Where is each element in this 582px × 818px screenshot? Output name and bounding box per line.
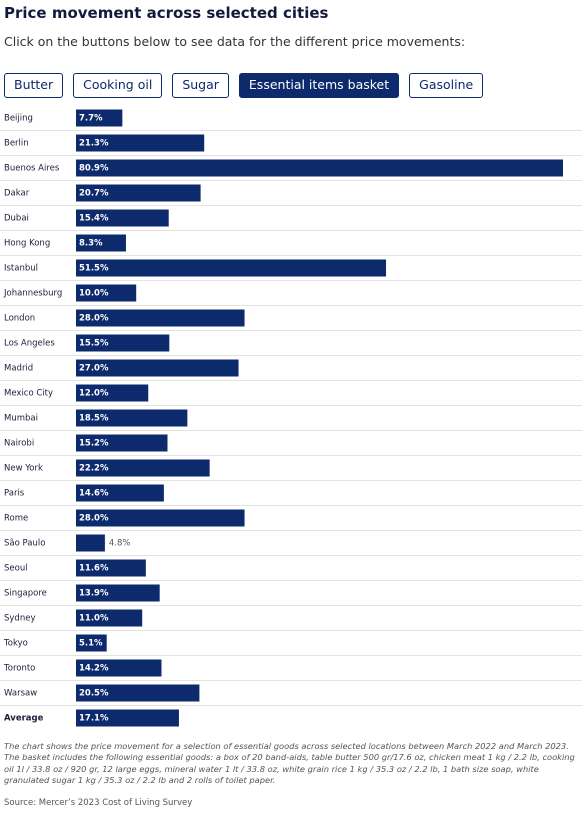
bar bbox=[76, 684, 200, 702]
value-label: 80.9% bbox=[79, 164, 109, 174]
bar bbox=[76, 534, 105, 552]
bar bbox=[76, 634, 107, 652]
value-label: 14.6% bbox=[79, 489, 109, 499]
category-label: Los Angeles bbox=[4, 339, 55, 349]
bar bbox=[76, 159, 563, 177]
chart: Beijing 7.7% Berlin 21.3% Buenos Aires 80.9% D… bbox=[0, 109, 582, 727]
value-label: 10.0% bbox=[79, 289, 109, 299]
bar bbox=[76, 659, 162, 677]
category-label: Istanbul bbox=[4, 264, 38, 274]
bar bbox=[76, 334, 170, 352]
bar bbox=[76, 384, 149, 402]
filter-button[interactable]: Essential items basket bbox=[238, 73, 400, 98]
bar bbox=[76, 134, 205, 152]
category-label: Beijing bbox=[4, 114, 33, 124]
category-label: Toronto bbox=[3, 664, 35, 674]
value-label: 7.7% bbox=[79, 114, 103, 124]
filter-button[interactable]: Sugar bbox=[172, 73, 229, 98]
category-label: Berlin bbox=[4, 139, 29, 149]
bar bbox=[76, 459, 210, 477]
category-label: Johannesburg bbox=[3, 289, 62, 299]
value-label: 51.5% bbox=[79, 264, 109, 274]
bar bbox=[76, 184, 201, 202]
value-label: 11.6% bbox=[79, 564, 109, 574]
chart-source: Source: Mercer’s 2023 Cost of Living Sur… bbox=[4, 798, 193, 808]
filter-button[interactable]: Butter bbox=[4, 73, 64, 98]
button-group: Butter Cooking oil Sugar Essential items ba… bbox=[4, 73, 484, 98]
bar bbox=[76, 209, 169, 227]
bar bbox=[76, 409, 188, 427]
category-label: Rome bbox=[4, 514, 28, 524]
value-label: 27.0% bbox=[79, 364, 109, 374]
category-label: Mumbai bbox=[4, 414, 38, 424]
value-label: 18.5% bbox=[79, 414, 109, 424]
value-label: 11.0% bbox=[79, 614, 109, 624]
value-label: 22.2% bbox=[79, 464, 109, 474]
filter-button[interactable]: Gasoline bbox=[409, 73, 484, 98]
value-label: 28.0% bbox=[79, 314, 109, 324]
value-label: 4.8% bbox=[109, 539, 131, 549]
category-label: Madrid bbox=[4, 364, 33, 374]
bar bbox=[76, 234, 126, 252]
category-label: Seoul bbox=[4, 564, 28, 574]
value-label: 8.3% bbox=[79, 239, 103, 249]
bar bbox=[76, 509, 245, 527]
bar bbox=[76, 359, 239, 377]
chart-subtitle: Click on the buttons below to see data f… bbox=[4, 34, 466, 49]
category-label: Warsaw bbox=[4, 689, 37, 699]
value-label: 20.7% bbox=[79, 189, 109, 199]
bar bbox=[76, 434, 168, 452]
bar bbox=[76, 309, 245, 327]
chart-note: The chart shows the price movement for a… bbox=[4, 741, 575, 785]
value-label: 28.0% bbox=[79, 514, 109, 524]
category-label: Nairobi bbox=[4, 439, 34, 449]
chart-title: Price movement across selected cities bbox=[4, 4, 329, 22]
category-label: Sydney bbox=[4, 614, 35, 624]
value-label: 12.0% bbox=[79, 389, 109, 399]
value-label: 14.2% bbox=[79, 664, 109, 674]
category-label: Buenos Aires bbox=[4, 164, 60, 174]
bar bbox=[76, 584, 160, 602]
category-label: Mexico City bbox=[4, 389, 53, 399]
value-label: 5.1% bbox=[79, 639, 103, 649]
value-label: 15.2% bbox=[79, 439, 109, 449]
category-label: Dubai bbox=[4, 214, 29, 224]
bar bbox=[76, 484, 164, 502]
bar bbox=[76, 559, 146, 577]
category-label: Hong Kong bbox=[4, 239, 50, 249]
value-label: 15.5% bbox=[79, 339, 109, 349]
category-label: Paris bbox=[4, 489, 25, 499]
bar bbox=[76, 259, 387, 277]
value-label: 20.5% bbox=[79, 689, 109, 699]
bar bbox=[76, 284, 137, 302]
bar bbox=[76, 609, 143, 627]
bar bbox=[76, 709, 179, 727]
bar bbox=[76, 109, 123, 127]
category-label: New York bbox=[4, 464, 43, 474]
category-label: Tokyo bbox=[3, 639, 28, 649]
value-label: 13.9% bbox=[79, 589, 109, 599]
filter-button[interactable]: Cooking oil bbox=[73, 73, 163, 98]
value-label: 21.3% bbox=[79, 139, 109, 149]
value-label: 17.1% bbox=[79, 714, 109, 724]
category-label: Dakar bbox=[4, 189, 30, 199]
category-label: Singapore bbox=[4, 589, 47, 599]
category-label: Average bbox=[4, 714, 44, 724]
category-label: London bbox=[4, 314, 35, 324]
category-label: São Paulo bbox=[4, 539, 45, 549]
value-label: 15.4% bbox=[79, 214, 109, 224]
